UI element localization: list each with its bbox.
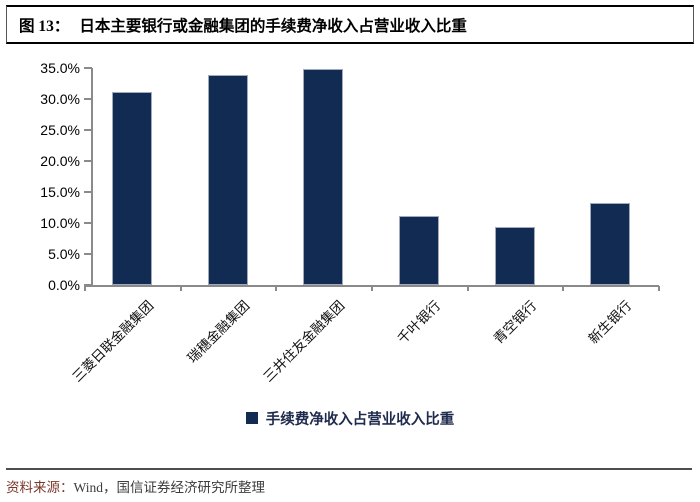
x-axis-tick (562, 286, 565, 291)
bar (207, 75, 248, 285)
y-axis-tick-label: 15.0% (40, 184, 80, 200)
category-label: 千叶银行 (394, 297, 444, 347)
x-axis-tick (371, 286, 373, 291)
x-axis-tick (179, 286, 182, 291)
y-axis-tick (84, 129, 92, 131)
y-axis-tick-label: 20.0% (40, 153, 80, 169)
x-axis-tick (658, 286, 660, 291)
source-footer: 资料来源：Wind，国信证券经济研究所整理 (6, 468, 692, 496)
source-prefix: 资料来源： (6, 480, 74, 495)
y-axis-line (91, 68, 93, 287)
y-axis-tick (84, 98, 92, 100)
bar (494, 227, 535, 285)
y-axis-tick (84, 160, 92, 162)
bar (590, 203, 631, 285)
category-label: 瑞穗金融集团 (184, 297, 252, 366)
category-label: 三井住友金融集团 (260, 297, 348, 385)
category-label: 新生银行 (585, 297, 635, 347)
chart-legend: 手续费净收入占营业收入比重 (0, 408, 700, 428)
x-axis-tick (466, 286, 469, 291)
bar (398, 216, 439, 285)
y-axis-tick-label: 0.0% (48, 277, 80, 293)
y-axis-tick (84, 191, 92, 193)
category-label: 青空银行 (490, 297, 539, 347)
x-axis-tick (84, 286, 86, 291)
figure-number-label: 图 13： (19, 17, 70, 35)
bar (111, 92, 152, 285)
legend-swatch-icon (245, 412, 258, 424)
legend-label: 手续费净收入占营业收入比重 (265, 411, 455, 428)
y-axis-tick-label: 10.0% (40, 215, 80, 231)
y-axis-tick (84, 253, 92, 255)
y-axis-tick-label: 30.0% (40, 91, 80, 107)
y-axis-tick (84, 284, 92, 286)
y-axis-tick-label: 25.0% (40, 122, 80, 138)
y-axis-tick-label: 5.0% (48, 246, 80, 262)
x-axis-tick (275, 286, 278, 291)
y-axis-tick (84, 222, 92, 224)
bar (303, 69, 344, 285)
figure-title-box: 图 13： 日本主要银行或金融集团的手续费净收入占营业收入比重 (6, 5, 694, 44)
y-axis-tick-label: 35.0% (40, 60, 80, 76)
y-axis-tick (84, 67, 92, 69)
source-text: Wind，国信证券经济研究所整理 (73, 480, 265, 495)
figure-title: 日本主要银行或金融集团的手续费净收入占营业收入比重 (79, 17, 467, 35)
category-label: 三菱日联金融集团 (69, 297, 157, 385)
